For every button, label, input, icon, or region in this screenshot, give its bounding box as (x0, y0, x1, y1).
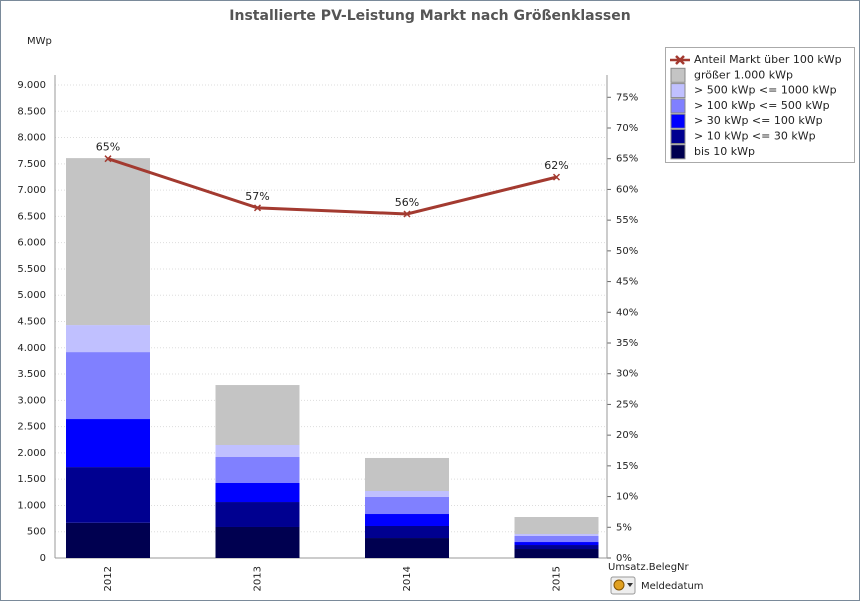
bar-segment (215, 502, 300, 527)
y-tick-label: 3.000 (17, 395, 46, 406)
y2-tick-label: 0% (616, 553, 632, 564)
bar-segment (66, 522, 150, 558)
y2-tick-label: 50% (616, 246, 638, 257)
data-label: 57% (245, 190, 269, 203)
y2-tick-label: 60% (616, 184, 638, 195)
bar-segment (66, 158, 150, 326)
line (107, 157, 557, 216)
line-marker (253, 204, 262, 212)
y2-tick-label: 10% (616, 492, 638, 503)
y2-tick-label: 25% (616, 399, 638, 410)
bar-segment (215, 385, 300, 446)
bar-segment (365, 457, 449, 491)
line-marker (552, 173, 561, 181)
button-arrow[interactable] (627, 583, 633, 587)
bar-segment (215, 483, 300, 503)
legend-label: bis 10 kWp (694, 145, 755, 158)
dimension-button[interactable] (610, 576, 636, 595)
y2-tick-label: 75% (616, 92, 638, 103)
y2-tick-label: 35% (616, 338, 638, 349)
y-tick-label: 5.500 (17, 264, 46, 275)
y2-tick-label: 70% (616, 123, 638, 134)
y-tick-label: 4.500 (17, 317, 46, 328)
bar-segment (365, 496, 449, 515)
y-tick-label: 3.500 (17, 369, 46, 380)
y2-tick-label: 55% (616, 215, 638, 226)
y-tick-label: 500 (27, 527, 46, 538)
bar-segment (215, 526, 300, 558)
y-axis-label: MWp (27, 36, 52, 47)
data-label: 65% (96, 141, 120, 154)
y-tick-label: 4.000 (17, 343, 46, 354)
bar-segment (365, 538, 449, 558)
y2-tick-label: 30% (616, 369, 638, 380)
legend-swatch (670, 55, 690, 65)
legend-label: größer 1.000 kWp (694, 68, 793, 81)
legend-swatch (670, 129, 686, 144)
bar-segment (514, 517, 599, 534)
y2-tick-label: 40% (616, 307, 638, 318)
bar-segment (66, 467, 150, 523)
legend-swatch (670, 83, 686, 99)
legend-label: > 10 kWp <= 30 kWp (694, 130, 816, 143)
x-tick-label: 2013 (253, 566, 264, 591)
y-tick-label: 2.000 (17, 448, 46, 459)
legend-label: > 500 kWp <= 1000 kWp (694, 84, 837, 97)
bar-segment (365, 490, 449, 497)
y2-tick-label: 5% (616, 522, 632, 533)
y-tick-label: 6.000 (17, 238, 46, 249)
y-tick-label: 1.500 (17, 474, 46, 485)
y-tick-label: 0 (40, 553, 46, 564)
legend-label: > 30 kWp <= 100 kWp (694, 114, 823, 127)
legend-swatch (670, 144, 686, 160)
bar-segment (66, 419, 150, 468)
legend-label: > 100 kWp <= 500 kWp (694, 99, 830, 112)
y-tick-label: 8.500 (17, 106, 46, 117)
y-tick-label: 7.500 (17, 159, 46, 170)
bar-segment (514, 535, 599, 543)
bar-segment (514, 542, 599, 546)
y-tick-label: 8.000 (17, 133, 46, 144)
bar-segment (365, 525, 449, 539)
y-tick-label: 2.500 (17, 422, 46, 433)
dimension-label: Umsatz.BelegNr (608, 562, 690, 573)
y-tick-label: 7.000 (17, 185, 46, 196)
chart-title: Installierte PV-Leistung Markt nach Größ… (229, 8, 630, 24)
line-marker (104, 155, 112, 163)
bar-segment (66, 352, 150, 420)
y2-tick-label: 20% (616, 430, 638, 441)
y-tick-label: 9.000 (17, 80, 46, 91)
x-tick-label: 2014 (402, 566, 413, 591)
bar-segment (514, 549, 599, 558)
bar-segment (66, 325, 150, 353)
x-tick-label: 2015 (552, 566, 563, 591)
legend-swatch (670, 113, 686, 129)
legend-swatch (670, 98, 686, 114)
y2-tick-label: 15% (616, 461, 638, 472)
line-marker (403, 210, 411, 218)
button-icon[interactable] (613, 579, 625, 591)
legend (665, 47, 855, 163)
bar-segment (215, 456, 300, 484)
x-tick-label: 2012 (103, 566, 114, 591)
y2-tick-label: 65% (616, 154, 638, 165)
legend-label: Anteil Markt über 100 kWp (694, 53, 842, 66)
legend-swatch (670, 67, 686, 83)
bar-segment (215, 445, 300, 457)
data-label: 56% (395, 196, 419, 209)
bar-segment (365, 514, 449, 526)
y-tick-label: 6.500 (17, 211, 46, 222)
data-label: 62% (544, 159, 568, 172)
y-tick-label: 1.000 (17, 500, 46, 511)
bar-segment (514, 533, 599, 536)
dimension-button-label: Meldedatum (641, 581, 704, 592)
y-tick-label: 5.000 (17, 290, 46, 301)
y2-tick-label: 45% (616, 277, 638, 288)
bar-segment (514, 545, 599, 550)
